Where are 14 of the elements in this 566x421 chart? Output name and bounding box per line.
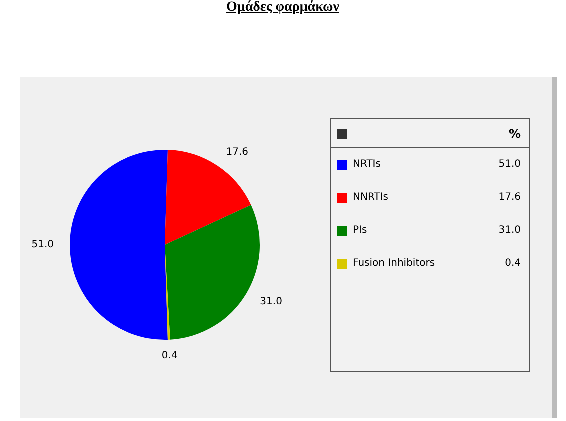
data-label: 0.4 bbox=[162, 350, 178, 362]
data-label: 17.6 bbox=[226, 147, 248, 158]
legend-title: % bbox=[508, 127, 521, 141]
data-label: 51.0 bbox=[32, 240, 54, 251]
legend-label: NNRTIs bbox=[353, 192, 390, 203]
text: 31.0 bbox=[498, 225, 521, 236]
chart-title: Ομάδες φαρμάκων bbox=[226, 0, 340, 16]
text: 51.0 bbox=[498, 159, 521, 170]
data-label: 31.0 bbox=[260, 296, 282, 308]
legend-label: NRTIs bbox=[353, 159, 382, 170]
text: 0.4 bbox=[505, 258, 521, 269]
text: 17.6 bbox=[498, 192, 521, 203]
legend-label: PIs bbox=[353, 225, 368, 236]
legend-label: Fusion Inhibitors bbox=[353, 258, 436, 269]
